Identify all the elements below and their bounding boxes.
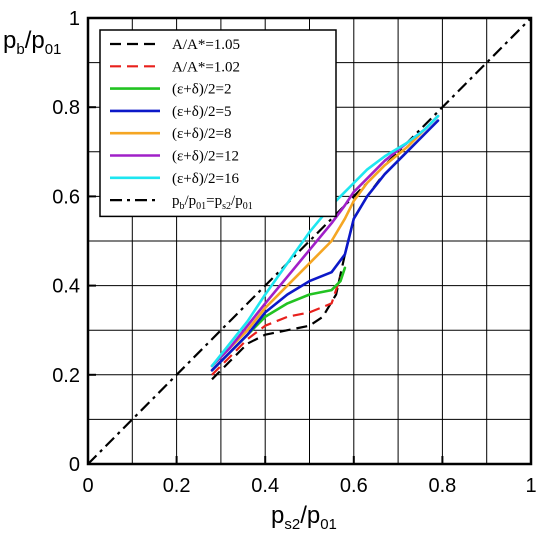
plot-frame xyxy=(86,16,533,466)
y-tick-label: 0.8 xyxy=(52,97,80,119)
x-tick-label: 0 xyxy=(82,475,93,497)
legend-label-5: (ε+δ)/2=12 xyxy=(172,149,239,165)
series-line-3 xyxy=(210,119,440,372)
x-axis-label: ps2/p01 xyxy=(271,502,337,533)
y-tick-label: 0.2 xyxy=(52,365,80,387)
legend-label-6: (ε+δ)/2=16 xyxy=(172,171,239,187)
y-tick-label: 0.6 xyxy=(52,186,80,208)
series-line-7 xyxy=(87,17,532,465)
x-tick-label: 0.6 xyxy=(340,475,368,497)
x-tick-label: 0.8 xyxy=(428,475,456,497)
legend-label-1: A/A*=1.02 xyxy=(172,59,240,75)
legend-label-7: pb/p01=ps2/p01 xyxy=(172,193,253,212)
series-line-1 xyxy=(211,276,342,376)
y-tick-label: 1 xyxy=(69,8,80,30)
ticks: 0 0.2 0.4 0.6 0.8 1 0 0.2 0.4 0.6 0.8 1 xyxy=(52,8,536,497)
series-line-0 xyxy=(211,119,439,381)
legend-label-0: A/A*=1.05 xyxy=(172,37,240,53)
legend-label-2: (ε+δ)/2=2 xyxy=(172,82,231,98)
legend-box xyxy=(99,29,337,218)
x-tick-label: 0.2 xyxy=(163,475,191,497)
y-tick-label: 0.4 xyxy=(52,276,80,298)
series-layer xyxy=(87,17,532,465)
legend-label-3: (ε+δ)/2=5 xyxy=(172,104,231,120)
series-line-4 xyxy=(210,114,440,368)
x-tick-label: 0.4 xyxy=(251,475,279,497)
y-tick-label: 0 xyxy=(69,454,80,476)
x-tick-label: 1 xyxy=(525,475,536,497)
y-axis-label: pb/p01 xyxy=(3,27,61,58)
legend-label-4: (ε+δ)/2=8 xyxy=(172,126,231,142)
series-line-6 xyxy=(210,114,440,368)
legend: A/A*=1.05 A/A*=1.02 (ε+δ)/2=2 (ε+δ)/2=5 (ε+δ… xyxy=(99,29,337,218)
